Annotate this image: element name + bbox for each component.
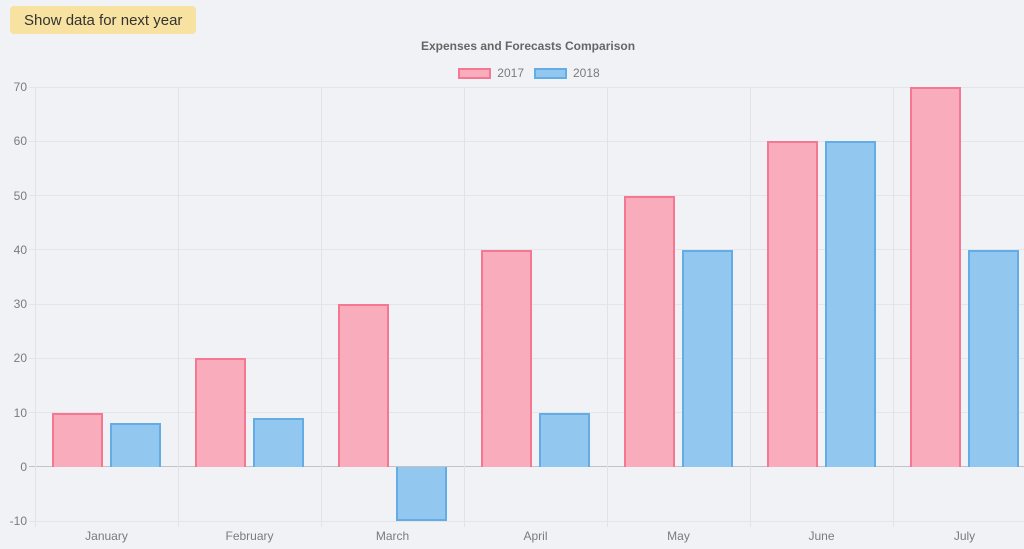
legend-swatch-2017 [458, 67, 492, 79]
x-tick-label: February [225, 529, 274, 543]
y-tick-label: 70 [13, 80, 27, 94]
x-gridline [607, 87, 608, 527]
x-gridline [178, 87, 179, 527]
x-gridline [893, 87, 894, 527]
bar-2017-april[interactable] [481, 249, 533, 467]
bar-2018-january[interactable] [109, 423, 161, 467]
y-gridline [29, 195, 1024, 196]
x-tick-label: March [375, 529, 410, 543]
bar-2018-july[interactable] [967, 249, 1019, 467]
x-tick-label: May [667, 529, 690, 543]
y-tick-label: 50 [13, 188, 27, 203]
x-gridline [321, 87, 322, 527]
legend-item-2018[interactable]: 2018 [534, 66, 600, 80]
legend-item-2017[interactable]: 2017 [458, 66, 524, 80]
bar-2018-june[interactable] [824, 141, 876, 467]
x-tick-label: January [85, 529, 128, 543]
x-tick-label: April [523, 529, 548, 543]
y-gridline [29, 86, 1024, 88]
legend-label-2017: 2017 [497, 66, 524, 80]
y-tick-label: 20 [13, 351, 27, 366]
y-tick-label: 60 [13, 134, 27, 149]
x-gridline [750, 87, 751, 527]
chart-legend: 2017 2018 [17, 66, 1024, 80]
y-axis-line [35, 87, 36, 527]
bar-2017-january[interactable] [52, 412, 104, 467]
bar-2017-june[interactable] [767, 141, 819, 467]
y-tick-label: -10 [9, 514, 27, 528]
bar-2018-april[interactable] [538, 412, 590, 467]
bar-2017-may[interactable] [624, 195, 676, 467]
bar-2017-july[interactable] [910, 87, 962, 467]
y-tick-label: 30 [13, 297, 27, 311]
y-tick-label: 0 [20, 459, 27, 474]
x-gridline [464, 87, 465, 527]
y-gridline [29, 520, 1024, 522]
x-tick-label: June [808, 529, 835, 543]
show-next-year-button[interactable]: Show data for next year [10, 6, 197, 34]
bar-2017-march[interactable] [338, 304, 390, 467]
x-tick-label: July [953, 529, 976, 543]
bar-2018-february[interactable] [252, 417, 304, 467]
bar-2018-may[interactable] [681, 249, 733, 467]
zero-gridline [29, 466, 1024, 468]
y-gridline [29, 140, 1024, 142]
legend-label-2018: 2018 [573, 66, 600, 80]
y-tick-label: 40 [13, 242, 27, 257]
legend-swatch-2018 [534, 67, 567, 79]
chart-title: Expenses and Forecasts Comparison [420, 39, 636, 53]
y-tick-label: 10 [13, 405, 27, 420]
bar-2018-march[interactable] [395, 466, 447, 521]
bar-2017-february[interactable] [195, 358, 247, 467]
